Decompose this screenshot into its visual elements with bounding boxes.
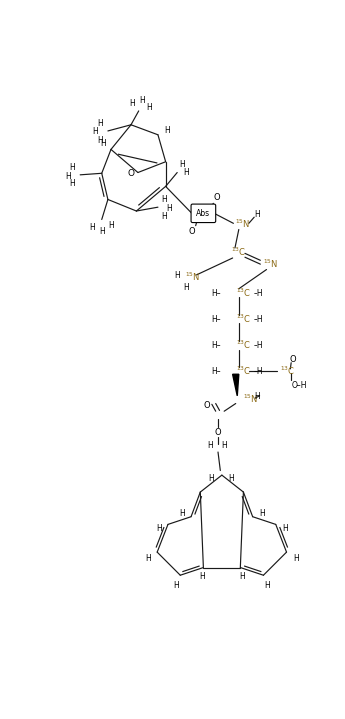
Text: H: H [65,172,71,181]
Polygon shape [233,375,239,396]
Text: –H: –H [254,315,263,324]
Text: H: H [156,523,161,533]
Text: $^{15}$N: $^{15}$N [185,271,200,283]
Text: H: H [100,139,106,148]
Text: H: H [97,119,103,128]
Text: H–: H– [211,289,221,298]
Text: H: H [167,204,172,214]
Text: H: H [282,523,288,533]
Text: H–: H– [211,367,221,377]
Text: H: H [97,136,103,145]
Text: H: H [199,572,205,581]
Text: $^{13}$C: $^{13}$C [236,365,252,377]
Text: –H: –H [254,367,263,377]
Text: –H: –H [254,289,263,298]
Text: $^{13}$C: $^{13}$C [236,286,252,299]
Text: –H: –H [254,342,263,350]
Text: H: H [108,221,114,230]
Text: H: H [139,96,145,106]
Text: $^{15}$N: $^{15}$N [244,393,259,405]
Text: O: O [289,355,296,364]
Text: H: H [179,509,185,518]
Text: O: O [204,401,210,411]
Text: H: H [174,581,179,590]
Text: Abs: Abs [196,209,210,218]
Text: H: H [93,127,98,136]
Text: O: O [215,429,221,437]
Text: $^{15}$N: $^{15}$N [263,257,278,270]
Text: H–: H– [211,315,221,324]
Text: $^{13}$C: $^{13}$C [231,246,246,258]
Text: H: H [179,160,185,169]
Text: H: H [293,554,299,563]
Text: O: O [214,193,220,203]
FancyBboxPatch shape [191,204,216,223]
Text: H: H [164,126,170,134]
Text: H: H [239,572,245,581]
Text: $^{13}$C: $^{13}$C [236,339,252,351]
Text: H: H [161,195,167,204]
Text: H: H [264,581,270,590]
Text: H: H [183,283,188,292]
Text: H: H [208,474,214,482]
Text: H: H [161,212,167,221]
Text: H: H [70,179,75,188]
Text: H: H [207,441,213,449]
Text: O: O [128,169,135,178]
Text: O: O [188,227,195,237]
Text: H–: H– [211,342,221,350]
Text: $^{13}$C: $^{13}$C [280,365,296,377]
Text: H: H [147,103,152,111]
Text: $^{15}$N: $^{15}$N [235,217,250,229]
Text: H: H [254,211,260,219]
Text: H: H [228,474,234,482]
Text: H: H [254,392,260,401]
Text: H: H [175,271,180,280]
Text: H: H [184,168,189,177]
Text: H: H [221,441,227,449]
Text: H: H [99,226,105,236]
Text: O–H: O–H [291,380,307,390]
Text: H: H [259,509,265,518]
Text: H: H [90,223,95,232]
Text: H: H [130,99,135,108]
Text: H: H [145,554,151,563]
Text: H: H [70,163,75,173]
Text: $^{13}$C: $^{13}$C [236,313,252,325]
